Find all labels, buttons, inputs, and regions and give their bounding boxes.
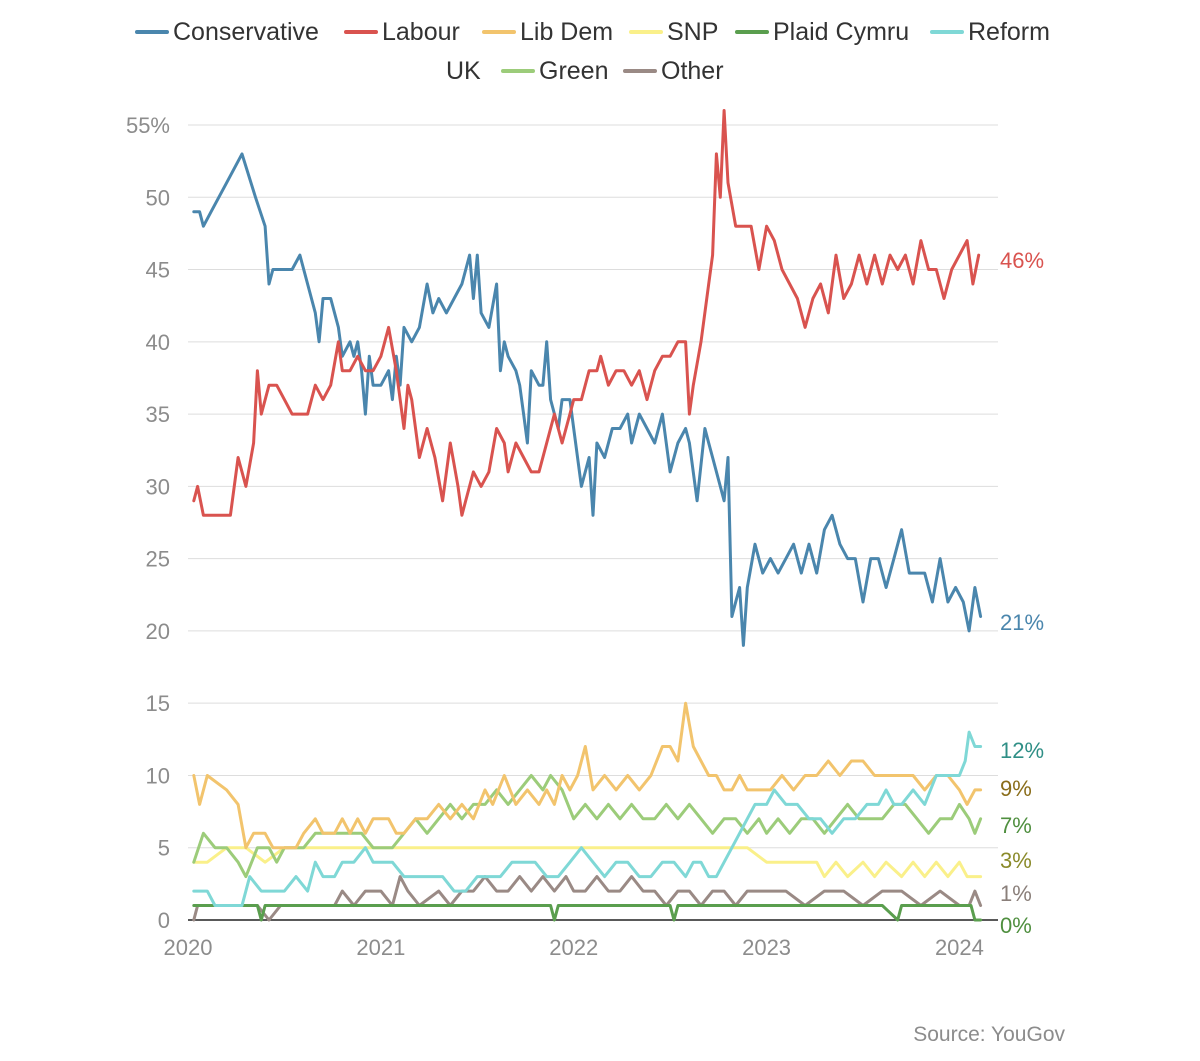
series-line-snp <box>192 846 983 879</box>
y-tick-label: 20 <box>146 619 170 644</box>
y-tick-label: 0 <box>158 908 170 933</box>
series-line-conservative <box>192 152 983 647</box>
legend-label-green: Green <box>539 57 608 85</box>
legend-label-snp: SNP <box>667 18 718 46</box>
x-axis: 2020 2021 2022 2023 2024 <box>164 935 984 960</box>
legend-label-lib-dem: Lib Dem <box>520 18 613 46</box>
end-labels: 21% 46% 9% 3% 0% 12% 7% 1% <box>1000 248 1044 938</box>
end-label-plaid-cymru: 0% <box>1000 913 1032 938</box>
legend-label-labour: Labour <box>382 18 460 46</box>
series-lines <box>192 109 983 922</box>
y-tick-label: 40 <box>146 330 170 355</box>
x-tick-label: 2020 <box>164 935 213 960</box>
y-tick-label: 25 <box>146 547 170 572</box>
y-tick-label: 5 <box>158 836 170 861</box>
y-tick-label: 45 <box>146 258 170 283</box>
end-label-other: 1% <box>1000 881 1032 906</box>
legend-label-reform: Reform <box>968 18 1050 46</box>
end-label-conservative: 21% <box>1000 610 1044 635</box>
y-tick-label: 35 <box>146 402 170 427</box>
legend-label-other: Other <box>661 57 724 85</box>
series-line-reform-uk <box>192 730 983 907</box>
end-label-labour: 46% <box>1000 248 1044 273</box>
y-tick-label: 30 <box>146 474 170 499</box>
end-label-snp: 3% <box>1000 848 1032 873</box>
series-line-green <box>192 774 983 879</box>
legend-label-plaid-cymru: Plaid Cymru <box>773 18 909 46</box>
end-label-lib-dem: 9% <box>1000 776 1032 801</box>
legend-label-uk: UK <box>446 57 481 85</box>
end-label-reform-uk: 12% <box>1000 738 1044 763</box>
series-line-labour <box>192 109 981 517</box>
source-note: Source: YouGov <box>913 1023 1065 1046</box>
x-tick-label: 2022 <box>549 935 598 960</box>
series-line-lib-dem <box>192 701 983 850</box>
series-line-other <box>192 875 983 922</box>
legend: Conservative Labour Lib Dem SNP Plaid Cymru R… <box>135 18 1050 85</box>
y-tick-label: 50 <box>146 185 170 210</box>
y-tick-label: 10 <box>146 763 170 788</box>
x-tick-label: 2024 <box>935 935 984 960</box>
x-tick-label: 2021 <box>356 935 405 960</box>
series-line-plaid-cymru <box>192 904 983 922</box>
x-tick-label: 2023 <box>742 935 791 960</box>
gridlines <box>188 124 998 921</box>
legend-label-conservative: Conservative <box>173 18 319 46</box>
end-label-green: 7% <box>1000 813 1032 838</box>
y-tick-label: 15 <box>146 691 170 716</box>
y-tick-label: 55% <box>126 113 170 138</box>
